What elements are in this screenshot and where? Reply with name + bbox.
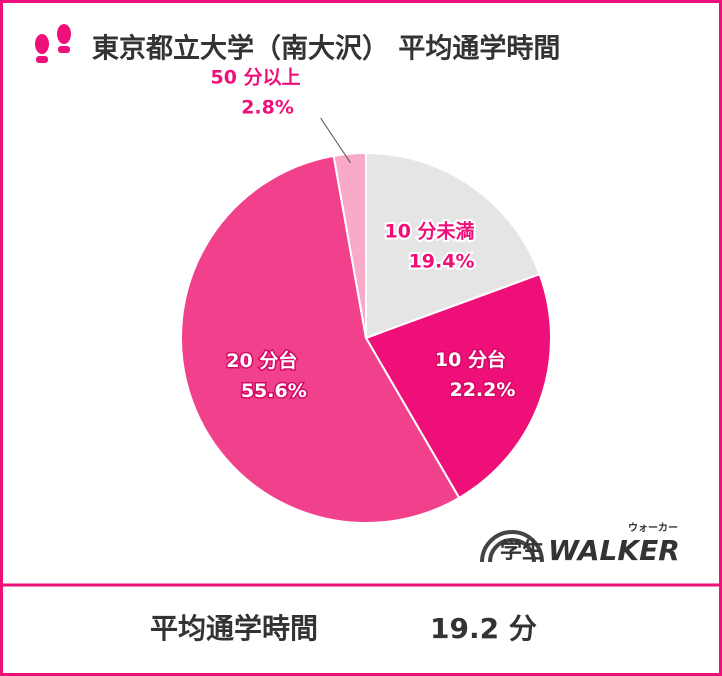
slice-label: 10 分台 <box>435 348 506 371</box>
pie: 10 分未満 19.4% 10 分台 22.2% 20 分台 55.6% 50 分以上 2.8… <box>180 66 552 524</box>
pie-slice <box>332 151 367 339</box>
leader-line <box>320 117 351 164</box>
slice-label: 20 分台 <box>226 349 297 372</box>
logo-text: 学生 <box>500 538 544 564</box>
slice-value-label: 2.8% <box>241 96 294 118</box>
pie-slice <box>180 154 461 524</box>
summary-label: 平均通学時間 <box>150 612 318 645</box>
slice-value-label: 19.4% <box>409 250 475 272</box>
logo: 学生 WALKER ウォーカー <box>480 522 680 567</box>
slice-label: 10 分未満 <box>385 219 475 242</box>
slice-label: 50 分以上 <box>211 66 301 88</box>
pie-slice <box>364 272 552 500</box>
slice-value-label: 22.2% <box>449 379 515 401</box>
pie-slice <box>365 151 541 340</box>
footsteps-icon <box>35 24 71 63</box>
summary-value: 19.2 分 <box>430 612 537 645</box>
logo-reading: ウォーカー <box>628 522 678 534</box>
logo-brand: WALKER <box>548 534 680 567</box>
slice-value-label: 55.6% <box>241 380 307 402</box>
chart-title: 東京都立大学（南大沢） 平均通学時間 <box>92 33 560 65</box>
